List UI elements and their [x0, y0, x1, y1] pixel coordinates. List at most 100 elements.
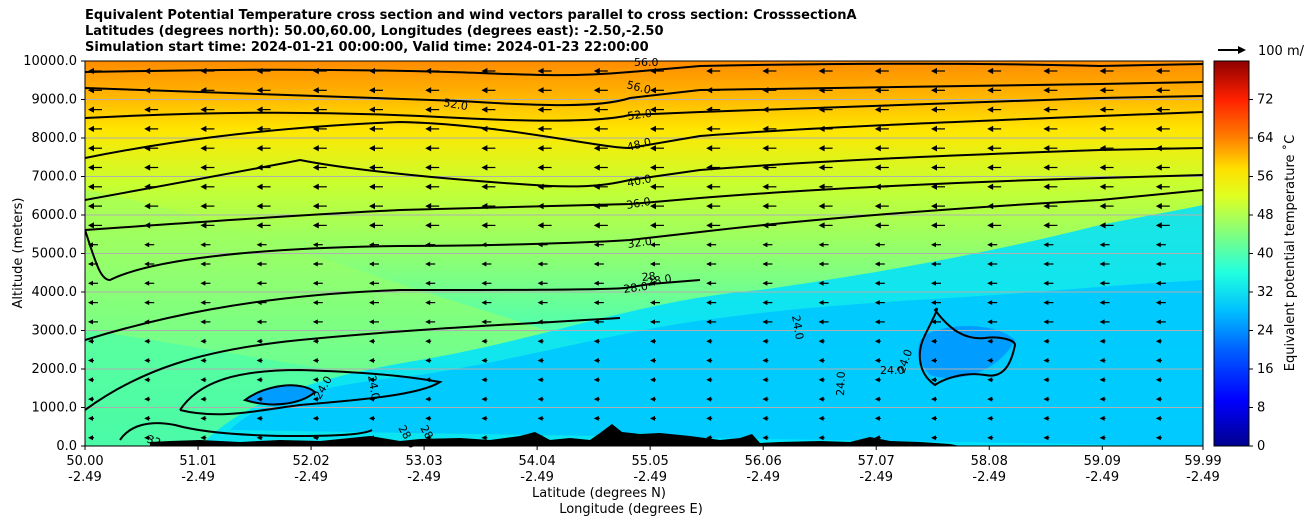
- wind-vector: [650, 87, 664, 94]
- wind-vector: [706, 358, 713, 363]
- wind-vector: [1099, 396, 1106, 402]
- wind-vector: [931, 106, 945, 113]
- wind-vector: [706, 377, 713, 383]
- wind-vector: [931, 242, 941, 248]
- grid-lines: [85, 99, 1203, 408]
- wind-vector: [481, 242, 492, 248]
- wind-vector: [593, 242, 604, 248]
- wind-vector: [1099, 280, 1110, 286]
- wind-vector: [200, 261, 211, 267]
- wind-vector: [931, 183, 945, 190]
- wind-vector: [481, 396, 488, 402]
- x-tick-label-lon: -2.49: [181, 470, 215, 485]
- wind-vector: [256, 106, 271, 113]
- wind-vector: [1099, 338, 1106, 344]
- wind-vector: [200, 145, 215, 152]
- wind-vector: [931, 377, 937, 383]
- x-tick-label-lat: 56.06: [745, 454, 782, 469]
- wind-vector: [874, 261, 885, 267]
- wind-vector: [762, 202, 777, 210]
- wind-vector: [312, 435, 319, 441]
- wind-vector: [88, 145, 102, 152]
- wind-vector: [1043, 145, 1058, 152]
- wind-vector: [706, 242, 717, 248]
- wind-vector: [931, 280, 941, 286]
- x-tick-label-lon: -2.49: [407, 470, 441, 485]
- wind-vector: [256, 222, 271, 229]
- wind-vector: [425, 435, 432, 441]
- contour-48: [85, 111, 1203, 159]
- wind-vector: [369, 222, 383, 229]
- wind-vector: [481, 319, 492, 325]
- wind-vector: [1099, 145, 1114, 152]
- wind-vector: [650, 396, 656, 402]
- y-axis: 0.0 1000.0 2000.0 3000.0 4000.0 5000.0 6000.0 7…: [23, 54, 85, 454]
- wind-vector: [481, 202, 496, 210]
- wind-vector: [425, 125, 440, 133]
- wind-vector: [593, 145, 608, 152]
- wind-vector: [537, 242, 548, 248]
- wind-vector: [369, 87, 383, 94]
- wind-vector: [874, 415, 881, 421]
- wind-vector: [706, 300, 717, 306]
- wind-vector: [593, 164, 608, 171]
- wind-vector: [1043, 319, 1054, 325]
- wind-vector: [1043, 164, 1058, 171]
- wind-vector: [706, 396, 713, 402]
- wind-vector: [650, 125, 664, 133]
- wind-vector: [88, 300, 98, 306]
- wind-vector: [818, 125, 833, 133]
- wind-vectors: [88, 67, 1170, 441]
- wind-vector: [425, 242, 436, 248]
- contour-label-8: 32.0: [627, 235, 653, 251]
- wind-vector: [931, 415, 937, 421]
- wind-vector: [1155, 377, 1162, 383]
- contour-label-4: 52.0: [627, 107, 653, 123]
- wind-vector: [537, 280, 548, 286]
- wind-vector: [593, 183, 608, 190]
- wind-vector: [481, 415, 488, 421]
- wind-vector: [818, 415, 825, 421]
- x-tick-label-lon: -2.49: [520, 470, 554, 485]
- wind-vector: [200, 358, 207, 363]
- wind-vector: [537, 145, 552, 152]
- wind-vector: [706, 87, 721, 94]
- wind-vector: [144, 377, 151, 383]
- wind-vector: [931, 300, 941, 306]
- wind-vector: [987, 415, 994, 421]
- wind-vector: [874, 202, 889, 210]
- wind-vector: [1043, 222, 1058, 229]
- wind-vector: [818, 280, 829, 286]
- wind-vector: [312, 319, 323, 325]
- wind-vector: [312, 300, 323, 306]
- wind-vector: [425, 202, 440, 210]
- wind-vector: [425, 67, 440, 75]
- wind-vector: [987, 164, 1002, 171]
- wind-vector: [987, 377, 994, 383]
- wind-vector: [1155, 261, 1166, 267]
- wind-vector: [537, 87, 552, 94]
- wind-vector: [312, 358, 319, 363]
- wind-vector: [537, 377, 544, 383]
- wind-vector: [425, 106, 440, 113]
- wind-vector: [874, 377, 881, 383]
- contour-32: [85, 189, 1203, 282]
- wind-vector: [312, 87, 327, 94]
- wind-vector: [762, 358, 769, 363]
- wind-vector: [256, 358, 263, 363]
- wind-vector: [987, 358, 994, 363]
- wind-vector: [312, 67, 327, 75]
- wind-vector: [593, 300, 604, 306]
- wind-vector: [481, 300, 492, 306]
- wind-vector: [818, 222, 833, 229]
- wind-vector: [144, 415, 151, 421]
- wind-vector: [706, 202, 721, 210]
- wind-vector: [88, 183, 102, 190]
- wind-vector: [537, 396, 544, 402]
- wind-vector: [1155, 222, 1170, 229]
- wind-vector: [88, 67, 102, 75]
- contour-label-10: 28.0: [623, 280, 649, 296]
- wind-vector: [88, 164, 102, 171]
- wind-vector: [1155, 280, 1166, 286]
- wind-vector: [481, 164, 496, 171]
